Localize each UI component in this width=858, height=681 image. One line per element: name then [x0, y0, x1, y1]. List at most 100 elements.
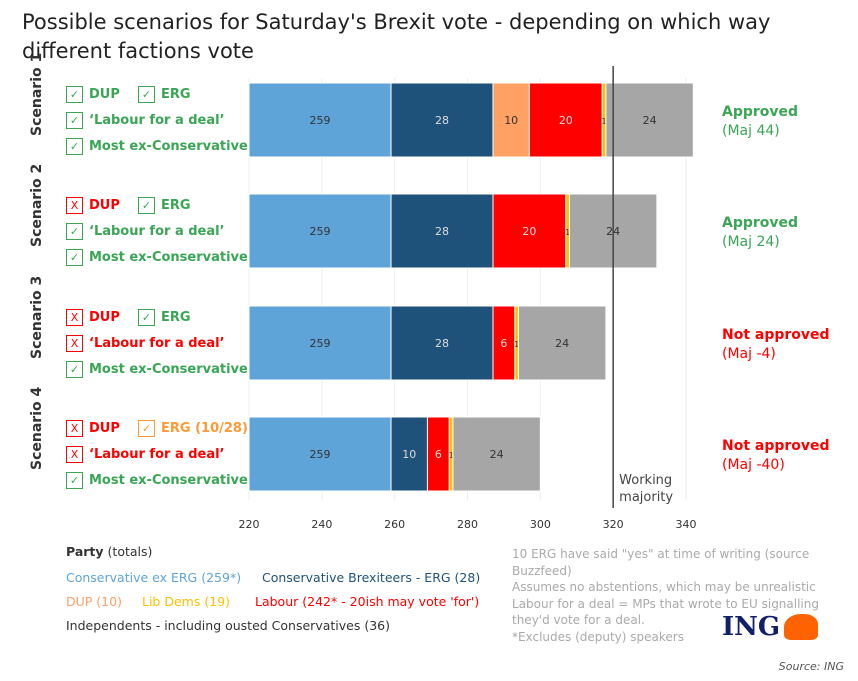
check-box-icon: ✓	[66, 223, 83, 240]
outcome-majority: (Maj -40)	[722, 457, 785, 473]
check-box-icon: ✓	[138, 86, 155, 103]
condition-text: Most ex-Conservative	[89, 139, 248, 154]
bar-segment	[492, 82, 530, 158]
notes: 10 ERG have said "yes" at time of writin…	[512, 546, 832, 645]
outcome: Approved (Maj 44)	[722, 103, 798, 141]
working-majority-label: Working	[619, 473, 672, 488]
outcome: Not approved (Maj -40)	[722, 437, 830, 475]
legend-title-suffix: (totals)	[107, 544, 153, 559]
legend-title-text: Party	[66, 544, 104, 559]
condition-text: ERG (10/28)	[161, 421, 248, 436]
condition: ✓ ERG	[138, 197, 191, 214]
check-box-icon: ✓	[66, 361, 83, 378]
x-tick-label: 320	[603, 518, 624, 531]
bar-value-label: 259	[310, 114, 331, 127]
cross-box-icon: X	[66, 420, 83, 437]
bar-segment	[248, 416, 392, 492]
source: Source: ING	[778, 660, 844, 673]
condition: X ‘Labour for a deal’	[66, 446, 225, 463]
legend-item: DUP (10)	[66, 594, 122, 609]
check-box-icon: ✓	[66, 86, 83, 103]
chart-title: Possible scenarios for Saturday's Brexit…	[22, 10, 771, 63]
bar-value-label: 20	[522, 225, 536, 238]
condition: ✓ Most ex-Conservative	[66, 138, 248, 155]
legend-item: Independents - including ousted Conserva…	[66, 618, 390, 633]
bar-value-label: 259	[310, 225, 331, 238]
check-box-icon: ✓	[138, 197, 155, 214]
condition-text: DUP	[89, 421, 120, 436]
condition-text: DUP	[89, 310, 120, 325]
bar-segment	[248, 193, 392, 269]
condition: ✓ ‘Labour for a deal’	[66, 223, 225, 240]
outcome-status: Not approved	[722, 438, 830, 454]
legend-item: Conservative ex ERG (259*)	[66, 570, 242, 585]
condition: X DUP	[66, 309, 120, 326]
condition: X DUP	[66, 197, 120, 214]
condition: ✓ Most ex-Conservative	[66, 472, 248, 489]
condition-text: DUP	[89, 87, 120, 102]
x-tick-label: 280	[457, 518, 478, 531]
outcome-majority: (Maj 44)	[722, 123, 780, 139]
condition-text: DUP	[89, 198, 120, 213]
condition: X ‘Labour for a deal’	[66, 335, 225, 352]
bar-segment	[528, 82, 603, 158]
condition: ✓ ERG	[138, 309, 191, 326]
cross-box-icon: X	[66, 335, 83, 352]
note: Assumes no abstentions, which may be unr…	[512, 580, 816, 594]
bar-segment	[517, 305, 607, 381]
bar-segment	[390, 82, 494, 158]
legend-item: Labour (242* - 20ish may vote 'for')	[255, 594, 480, 609]
condition: ✓ DUP	[66, 86, 120, 103]
condition-text: ‘Labour for a deal’	[89, 224, 225, 239]
bar-value-label: 24	[490, 448, 504, 461]
note: 10 ERG have said "yes" at time of writin…	[512, 547, 810, 578]
x-tick-label: 260	[384, 518, 405, 531]
check-box-icon: ✓	[138, 420, 155, 437]
bar-segment	[248, 305, 392, 381]
legend-item: Lib Dems (19)	[142, 594, 230, 609]
condition: X DUP	[66, 420, 120, 437]
bar-value-label: 28	[435, 225, 449, 238]
condition-text: ‘Labour for a deal’	[89, 113, 225, 128]
legend-title: Party (totals)	[66, 544, 152, 559]
bar-value-label: 1	[565, 228, 570, 237]
bar-value-label: 10	[402, 448, 416, 461]
check-box-icon: ✓	[66, 112, 83, 129]
bar-value-label: 10	[504, 114, 518, 127]
x-tick-label: 340	[676, 518, 697, 531]
bar-value-label: 20	[559, 114, 573, 127]
outcome-status: Approved	[722, 215, 799, 231]
note: Labour for a deal = MPs that wrote to EU…	[512, 596, 819, 628]
condition-text: Most ex-Conservative	[89, 362, 248, 377]
check-box-icon: ✓	[66, 249, 83, 266]
condition-text: ‘Labour for a deal’	[89, 447, 225, 462]
condition: ✓ ERG	[138, 86, 191, 103]
bar-value-label: 1	[602, 117, 607, 126]
bar-segment	[492, 193, 567, 269]
cross-box-icon: X	[66, 309, 83, 326]
outcome-majority: (Maj 24)	[722, 234, 780, 250]
condition: ✓ Most ex-Conservative	[66, 249, 248, 266]
check-box-icon: ✓	[138, 309, 155, 326]
bar-value-label: 6	[435, 448, 442, 461]
outcome: Not approved (Maj -4)	[722, 326, 830, 364]
condition: ✓ ‘Labour for a deal’	[66, 112, 225, 129]
cross-box-icon: X	[66, 446, 83, 463]
x-tick-label: 300	[530, 518, 551, 531]
condition-text: ‘Labour for a deal’	[89, 336, 225, 351]
check-box-icon: ✓	[66, 472, 83, 489]
condition-text: Most ex-Conservative	[89, 473, 248, 488]
legend-item: Conservative Brexiteers - ERG (28)	[262, 570, 481, 585]
condition-text: ERG	[161, 198, 191, 213]
cross-box-icon: X	[66, 197, 83, 214]
condition: ✓ ERG (10/28)	[138, 420, 248, 437]
outcome-status: Not approved	[722, 327, 830, 343]
bar-segment	[390, 305, 494, 381]
bar-value-label: 24	[555, 337, 569, 350]
outcome: Approved (Maj 24)	[722, 214, 798, 252]
bar-segment	[390, 193, 494, 269]
bar-value-label: 28	[435, 114, 449, 127]
bar-segment	[452, 416, 541, 492]
check-box-icon: ✓	[66, 138, 83, 155]
